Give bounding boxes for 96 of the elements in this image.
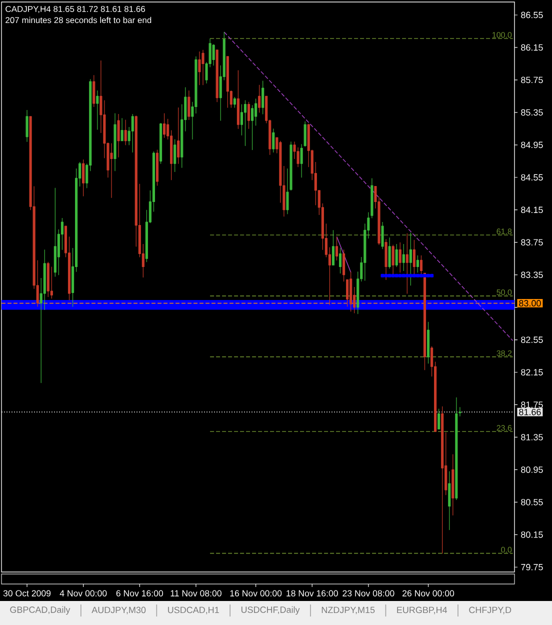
candlestick: [332, 230, 335, 266]
candlestick: [26, 110, 28, 142]
candlestick: [381, 222, 384, 250]
candlestick: [272, 128, 275, 153]
y-tick-label: 81.75: [521, 402, 543, 408]
candlestick: [156, 149, 159, 186]
series-label: 100.0: [492, 32, 512, 38]
candlestick: [441, 406, 444, 554]
y-tick-label: 82.55: [521, 336, 543, 343]
candlestick: [198, 51, 201, 86]
candlestick: [258, 84, 261, 113]
series-label: 50.0: [496, 289, 512, 296]
candlestick: [402, 244, 405, 272]
candlestick: [247, 102, 250, 129]
x-tick-label: 16 Nov 00:00: [230, 590, 282, 596]
candlestick: [92, 74, 96, 108]
candlestick: [96, 90, 99, 130]
x-tick-label: 11 Nov 08:00: [170, 590, 222, 596]
candlestick: [455, 397, 458, 500]
series-label: 23.6: [496, 425, 512, 431]
x-tick-label: 6 Nov 16:00: [116, 590, 164, 596]
candlestick: [409, 232, 412, 286]
text: EURGBP,H4: [397, 606, 448, 614]
candlestick: [262, 80, 264, 114]
candlestick: [388, 237, 391, 269]
candlestick: [110, 142, 113, 198]
candlestick: [426, 322, 430, 364]
candlestick: [236, 70, 240, 129]
candlestick: [177, 107, 180, 164]
x-tick-label: 18 Nov 16:00: [286, 590, 338, 596]
candlestick: [395, 244, 398, 267]
candlestick: [82, 159, 85, 196]
candlestick: [342, 249, 346, 282]
candlestick: [406, 233, 408, 294]
candlestick: [335, 236, 338, 260]
ref-line-label: 81.66: [519, 408, 541, 416]
y-tick-label: 85.75: [521, 76, 543, 84]
candlestick: [163, 112, 166, 138]
candlestick: [420, 255, 423, 277]
candlestick: [412, 240, 416, 276]
y-tick-label: 83.75: [521, 239, 543, 246]
y-tick-label: 85.35: [521, 109, 543, 116]
text: NZDJPY,M15: [322, 606, 375, 614]
candlestick: [159, 122, 162, 164]
y-tick-label: 86.55: [521, 12, 543, 18]
candlestick: [452, 454, 454, 516]
y-tick-label: 86.15: [521, 44, 543, 51]
candlestick: [384, 238, 388, 280]
candlestick: [304, 121, 306, 147]
x-tick-label: 26 Nov 00:00: [402, 590, 454, 596]
series-label: 61.8: [496, 228, 512, 234]
ref-line-label: 83.00: [519, 300, 541, 306]
text: USDCAD,H1: [168, 606, 219, 614]
y-tick-label: 84.55: [521, 174, 543, 181]
candlestick: [188, 90, 190, 120]
candlestick: [50, 266, 53, 299]
x-tick-label: 4 Nov 00:00: [60, 590, 107, 596]
y-tick-label: 79.75: [521, 564, 543, 570]
text: 207 minutes 28 seconds left to bar end: [6, 16, 152, 24]
text: AUDJPY,M30: [92, 606, 146, 614]
y-tick-label: 84.15: [521, 206, 543, 214]
text: CHFJPY,D: [469, 606, 512, 614]
candlestick: [448, 471, 451, 530]
candlestick: [300, 144, 303, 178]
y-tick-label: 80.15: [521, 531, 543, 538]
candlestick: [438, 408, 440, 430]
candlestick: [114, 112, 116, 172]
y-tick-label: 81.35: [521, 434, 543, 440]
candlestick: [226, 56, 229, 108]
y-tick-label: 80.55: [521, 498, 543, 506]
candlestick: [216, 50, 218, 102]
candlestick: [398, 242, 402, 273]
chart-title: CADJPY,H4 81.65 81.72 81.61 81.66: [6, 6, 146, 14]
candlestick: [46, 262, 50, 298]
y-tick-label: 83.35: [521, 272, 543, 278]
candlestick: [131, 114, 134, 153]
text: GBPCAD,Daily: [10, 606, 70, 615]
candlestick: [202, 50, 204, 86]
candlestick: [117, 114, 120, 158]
candlestick: [120, 118, 124, 142]
x-tick-label: 30 Oct 2009: [3, 590, 51, 596]
candlestick: [244, 100, 247, 146]
candlestick: [338, 248, 342, 274]
series-label: 38.2: [496, 350, 512, 356]
candlestick: [233, 96, 236, 108]
y-tick-label: 82.15: [521, 369, 543, 376]
y-tick-label: 80.95: [521, 466, 543, 473]
series-label: 0.0: [501, 546, 512, 553]
candlestick: [416, 255, 419, 273]
x-tick-label: 23 Nov 08:00: [342, 590, 394, 596]
candlestick: [174, 138, 176, 172]
candlestick: [124, 119, 127, 146]
candlestick: [350, 271, 352, 312]
y-tick-label: 84.95: [521, 142, 543, 148]
text: USDCHF,Daily: [241, 606, 300, 615]
candlestick: [54, 188, 56, 277]
